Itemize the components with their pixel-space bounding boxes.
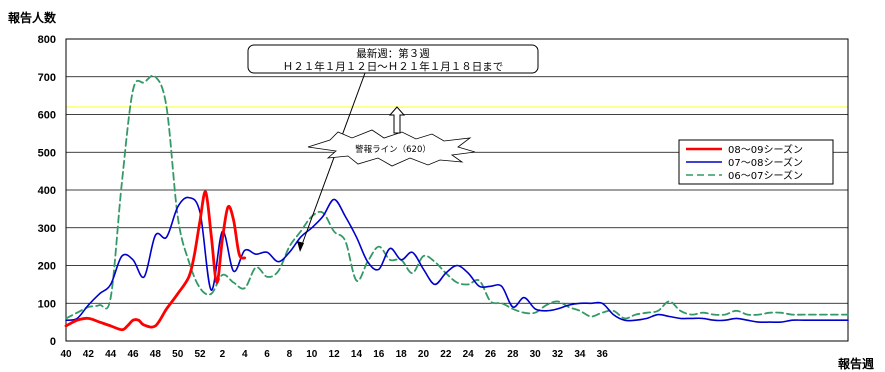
y-tick-label: 100 bbox=[38, 298, 56, 310]
x-tick-label: 26 bbox=[485, 349, 497, 360]
x-tick-label: 34 bbox=[574, 349, 586, 360]
y-tick-label: 800 bbox=[38, 34, 56, 46]
y-tick-label: 0 bbox=[50, 336, 56, 348]
grid-lines bbox=[66, 38, 848, 342]
warning-burst-shape bbox=[307, 129, 476, 167]
x-tick-label: 28 bbox=[507, 349, 519, 360]
legend-label: 07～08シーズン bbox=[728, 156, 803, 169]
x-tick-label: 42 bbox=[83, 349, 95, 360]
y-tick-label: 700 bbox=[38, 72, 56, 84]
x-tick-label: 6 bbox=[264, 349, 270, 360]
annotation-arrowhead bbox=[297, 241, 304, 252]
series-layer bbox=[64, 74, 849, 332]
annotation-line-2: Ｈ２１年１月１２日～Ｈ２１年１月１８日まで bbox=[283, 60, 504, 73]
plot-border bbox=[65, 38, 849, 342]
up-arrow-icon bbox=[388, 106, 406, 134]
x-tick-label: 14 bbox=[351, 349, 363, 360]
x-tick-label: 4 bbox=[242, 349, 248, 360]
y-tick-label: 300 bbox=[38, 223, 56, 235]
x-tick-label: 48 bbox=[150, 349, 162, 360]
x-tick-label: 20 bbox=[418, 349, 430, 360]
series-line-07-08 bbox=[65, 196, 849, 324]
x-tick-label: 44 bbox=[105, 349, 117, 360]
plot-frame bbox=[65, 38, 849, 342]
x-tick-label: 18 bbox=[396, 349, 408, 360]
x-tick-label: 2 bbox=[220, 349, 226, 360]
annotation-line-1: 最新週：第３週 bbox=[356, 47, 430, 60]
x-tick-label: 40 bbox=[60, 349, 72, 360]
x-tick-label: 52 bbox=[194, 349, 206, 360]
x-tick-label: 24 bbox=[463, 349, 475, 360]
x-tick-label: 36 bbox=[597, 349, 609, 360]
annotation-pointer bbox=[299, 72, 366, 251]
x-tick-label: 30 bbox=[530, 349, 542, 360]
x-axis-title: 報告週 bbox=[838, 356, 874, 371]
series-line-08-09 bbox=[64, 190, 247, 332]
y-tick-labels: 0 100 200 300 400 500 600 700 800 bbox=[38, 34, 56, 348]
series-line-06-07 bbox=[65, 74, 849, 320]
x-tick-label: 16 bbox=[373, 349, 385, 360]
y-tick-label: 500 bbox=[38, 147, 56, 159]
y-tick-label: 600 bbox=[38, 110, 56, 122]
warning-label-text: 警報ライン（620） bbox=[355, 144, 431, 155]
x-tick-label: 12 bbox=[329, 349, 341, 360]
legend-label: 06～07シーズン bbox=[728, 169, 803, 182]
x-tick-label: 46 bbox=[127, 349, 139, 360]
x-tick-label: 8 bbox=[287, 349, 293, 360]
x-tick-labels: 40 42 44 46 48 50 52 2 4 6 8 10 12 14 16 18 20 22 24 26 28 30… bbox=[60, 349, 608, 360]
x-tick-label: 22 bbox=[440, 349, 452, 360]
legend-label: 08～09シーズン bbox=[728, 143, 803, 156]
annotation-box bbox=[247, 44, 539, 74]
x-tick-label: 32 bbox=[552, 349, 564, 360]
x-tick-label: 50 bbox=[172, 349, 184, 360]
y-tick-label: 400 bbox=[38, 185, 56, 197]
y-axis-title: 報告人数 bbox=[8, 10, 57, 25]
x-tick-label: 10 bbox=[306, 349, 318, 360]
y-tick-label: 200 bbox=[38, 261, 56, 273]
annotation-callout: 最新週：第３週 Ｈ２１年１月１２日～Ｈ２１年１月１８日まで bbox=[247, 44, 539, 252]
warning-label: 警報ライン（620） bbox=[307, 106, 476, 167]
